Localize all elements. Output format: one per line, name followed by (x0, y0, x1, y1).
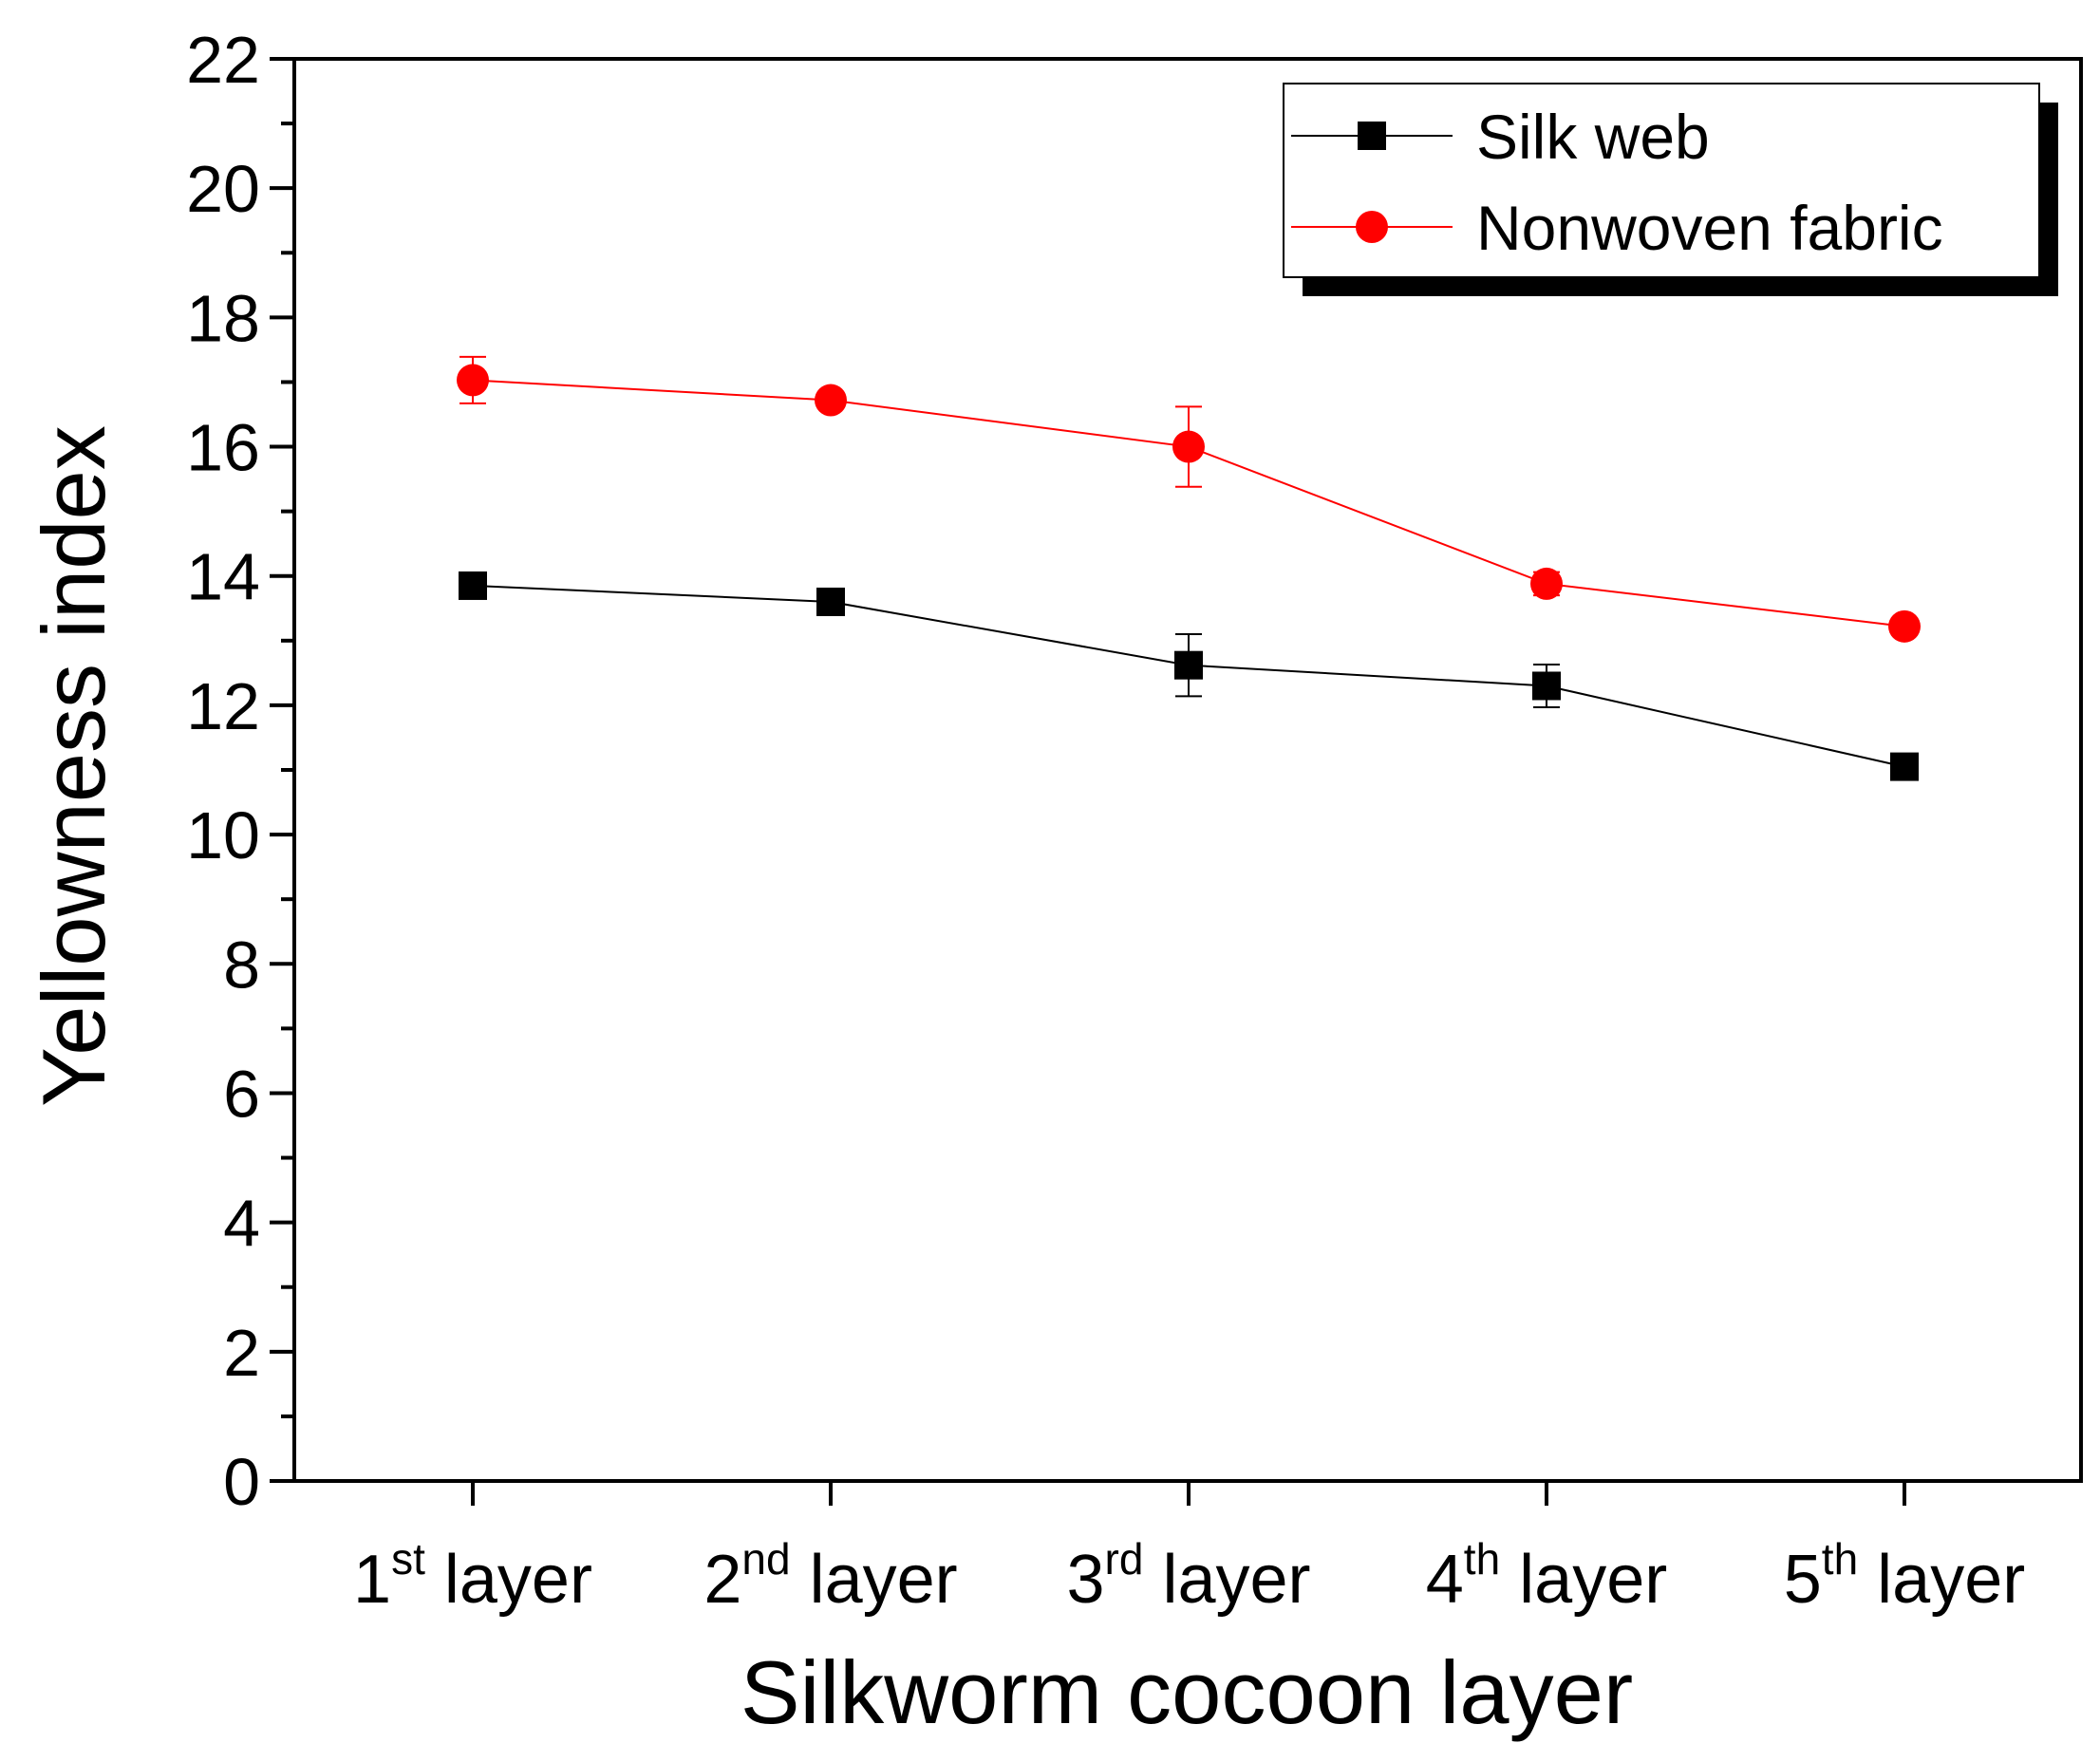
legend-marker-square (1358, 122, 1386, 150)
y-tick-label: 14 (186, 540, 260, 614)
series-layer (457, 355, 1921, 781)
legend-label: Silk web (1476, 102, 1710, 172)
x-tick-label: 2nd layer (703, 1534, 957, 1618)
x-tick-label: 1st layer (353, 1534, 592, 1618)
y-tick-label: 22 (186, 23, 260, 97)
x-axis: 1st layer 2nd layer 3rd layer 4th layer 5th … (353, 1481, 2025, 1618)
data-point-circle (815, 384, 847, 417)
y-tick-label: 4 (223, 1187, 260, 1261)
y-tick-label: 8 (223, 928, 260, 1002)
x-tick-label: 3rd layer (1066, 1534, 1310, 1618)
legend-item: Nonwoven fabric (1291, 193, 1943, 263)
y-tick-label: 12 (186, 669, 260, 743)
data-point-square (1890, 752, 1919, 781)
data-point-square (459, 571, 487, 600)
y-tick-label: 18 (186, 281, 260, 355)
data-point-square (1174, 650, 1203, 680)
legend: Silk web Nonwoven fabric (1283, 83, 2058, 296)
x-tick-label: 4th layer (1426, 1534, 1667, 1618)
y-tick-label: 20 (186, 152, 260, 226)
data-point-square (1532, 671, 1561, 701)
x-tick-label: 5th layer (1784, 1534, 2025, 1618)
legend-marker-circle (1356, 211, 1388, 243)
legend-box (1283, 83, 2040, 278)
legend-item: Silk web (1291, 102, 1710, 172)
data-point-square (816, 587, 845, 616)
y-tick-label: 10 (186, 798, 260, 872)
y-tick-label: 16 (186, 411, 260, 485)
legend-label: Nonwoven fabric (1476, 193, 1943, 263)
series-silk-web (459, 571, 1919, 781)
y-tick-label: 2 (223, 1316, 260, 1390)
data-point-circle (1530, 567, 1563, 600)
y-axis: 0 2 4 6 8 10 12 14 16 18 20 22 (186, 23, 294, 1519)
y-tick-label: 6 (223, 1057, 260, 1131)
series-nonwoven-fabric (457, 355, 1921, 643)
data-point-circle (1172, 430, 1205, 463)
y-axis-label: Yellowness index (24, 425, 123, 1107)
x-axis-label: Silkworm cocoon layer (741, 1642, 1633, 1742)
data-point-circle (1888, 609, 1921, 643)
y-tick-label: 0 (223, 1445, 260, 1519)
data-point-circle (457, 364, 489, 397)
